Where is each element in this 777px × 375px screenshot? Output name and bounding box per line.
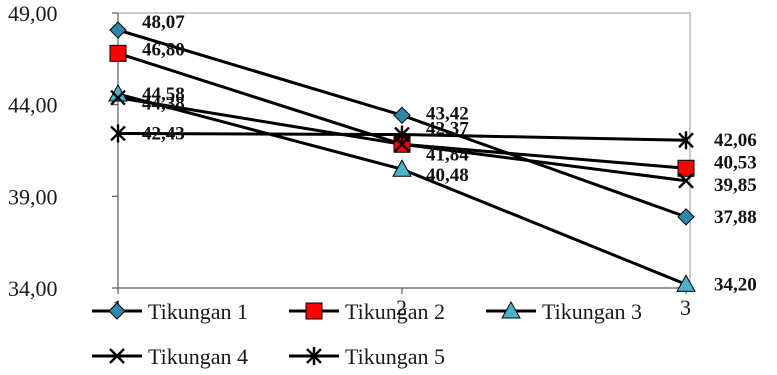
data-label: 46,80 (142, 39, 185, 60)
data-point (676, 274, 696, 292)
data-point (109, 44, 127, 62)
y-tick-label: 34,00 (8, 276, 58, 301)
data-label: 44,38 (142, 94, 185, 115)
data-label: 40,48 (426, 165, 469, 186)
legend-label: Tikungan 5 (345, 344, 445, 369)
data-point (392, 159, 412, 177)
legend-label: Tikungan 3 (542, 299, 642, 324)
data-point (677, 208, 695, 226)
data-label: 41,84 (426, 144, 469, 165)
legend-marker (501, 300, 521, 319)
data-point (109, 21, 127, 39)
data-label: 44,58 (142, 84, 185, 105)
data-label: 39,85 (714, 175, 757, 196)
legend-marker (305, 302, 323, 320)
data-label: 34,20 (714, 274, 757, 295)
data-label: 48,07 (142, 12, 185, 33)
data-point (393, 106, 411, 125)
data-label: 40,53 (714, 152, 757, 173)
data-point (678, 172, 694, 189)
series-markers (108, 21, 696, 292)
data-labels: 48,07 43,42 37,88 46,80 40,53 44,58 40,48 34,20… (142, 12, 757, 295)
data-point (394, 125, 410, 144)
data-point (110, 89, 126, 106)
y-axis-ticks: 34,00 39,00 44,00 49,00 (8, 1, 118, 301)
legend-label: Tikungan 2 (345, 299, 445, 324)
x-tick-label: 3 (680, 295, 691, 320)
data-label: 42,43 (142, 123, 185, 144)
legend-label: Tikungan 4 (148, 344, 248, 369)
legend-marker (306, 347, 322, 365)
data-point (677, 159, 695, 177)
data-point (678, 131, 694, 150)
data-label: 42,06 (714, 130, 757, 151)
legend: Tikungan 1 Tikungan 2 Tikungan 3 Tikungan 4… (92, 299, 642, 369)
legend-marker (108, 302, 126, 320)
y-tick-label: 44,00 (8, 93, 58, 118)
legend-marker (109, 348, 125, 364)
data-label: 42,37 (426, 119, 469, 140)
data-point (110, 124, 126, 143)
legend-label: Tikungan 1 (148, 299, 248, 324)
y-tick-label: 49,00 (8, 1, 58, 26)
x-tick-label: 2 (396, 295, 407, 320)
data-label: 37,88 (714, 207, 757, 228)
y-tick-label: 39,00 (8, 184, 58, 209)
data-label: 43,42 (426, 103, 469, 124)
